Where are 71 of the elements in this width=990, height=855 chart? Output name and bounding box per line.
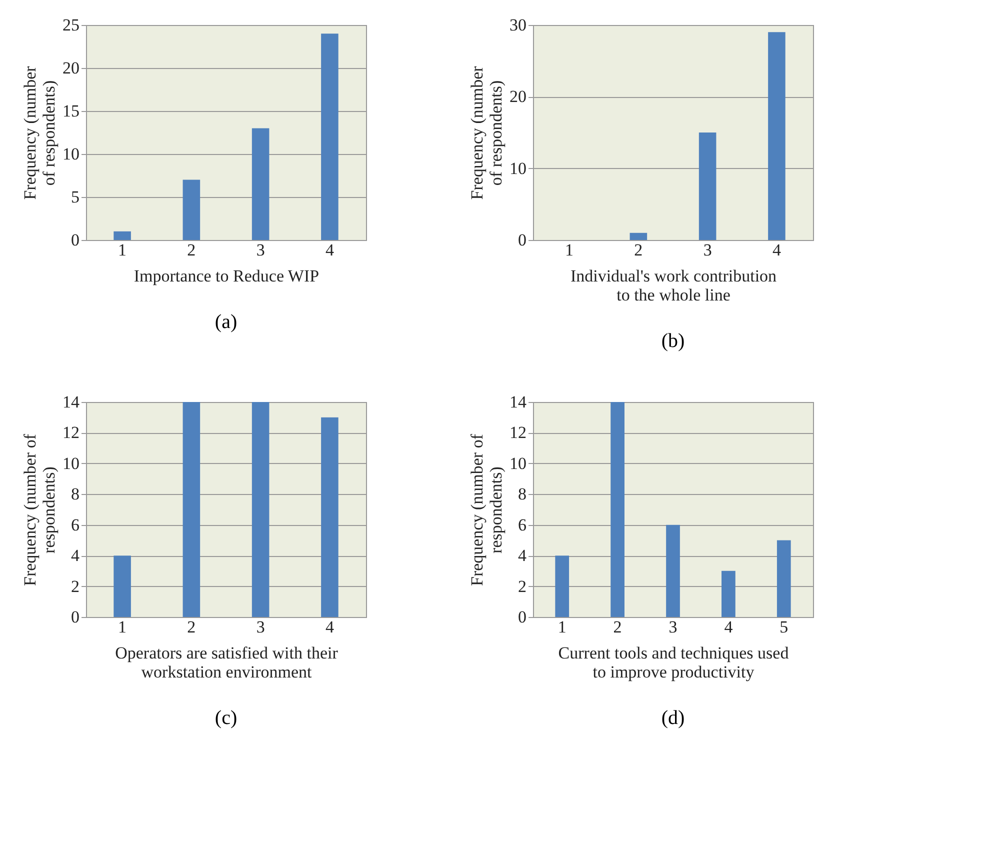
y-tick-label: 15	[62, 102, 80, 120]
y-tick-label: 30	[510, 16, 526, 34]
y-tick-label: 5	[71, 188, 80, 206]
x-tick-label: 2	[187, 618, 196, 636]
y-tick-label: 25	[62, 16, 80, 34]
x-axis-title: Importance to Reduce WIP	[134, 266, 320, 286]
x-tick-label: 4	[724, 618, 734, 636]
x-tick-label: 4	[772, 240, 782, 260]
x-tick-label: 1	[118, 618, 127, 636]
bar	[182, 402, 200, 617]
y-tick-label: 0	[518, 230, 526, 250]
x-tick-label: 2	[187, 240, 196, 260]
y-tick-label: 0	[518, 608, 526, 626]
y-tick-label: 10	[62, 454, 80, 473]
bar	[114, 231, 131, 240]
bar	[114, 556, 131, 617]
y-tick-label: 14	[510, 392, 527, 412]
x-tick-label: 1	[118, 240, 127, 260]
bar	[610, 402, 624, 617]
y-tick-label: 4	[518, 546, 527, 566]
x-axis-title: Current tools and techniques used to improve productivity	[558, 644, 790, 682]
text: (c)	[214, 707, 238, 729]
x-tick-label: 2	[613, 618, 622, 636]
y-tick-label: 20	[510, 87, 526, 106]
x-tick-label: 1	[565, 240, 574, 260]
y-tick-label: 10	[510, 454, 526, 473]
y-tick-label: 14	[62, 392, 80, 412]
y-tick-label: 12	[62, 423, 80, 442]
x-tick-label: 1	[558, 618, 566, 636]
x-axis-title: Operators are satisfied with their workstation environment	[115, 644, 338, 682]
y-tick-label: 12	[510, 423, 526, 442]
bar	[555, 556, 570, 617]
x-tick-label: 4	[325, 618, 334, 636]
y-tick-label: 20	[62, 58, 80, 78]
bar	[776, 540, 791, 617]
y-tick-label: 8	[71, 484, 80, 504]
text: (d)	[661, 707, 685, 729]
y-tick-label: 0	[71, 608, 80, 626]
bar	[182, 180, 200, 240]
bar	[252, 402, 270, 617]
x-tick-label: 4	[325, 240, 334, 260]
y-tick-label: 8	[518, 484, 526, 504]
text: (a)	[214, 311, 238, 333]
bar	[630, 232, 648, 240]
y-tick-label: 2	[71, 576, 80, 596]
x-axis-title: Individual's work contribution to the whole line	[570, 266, 778, 304]
bar	[666, 524, 680, 617]
y-tick-label: 0	[71, 230, 80, 250]
y-tick-label: 4	[71, 546, 80, 566]
bar	[768, 32, 786, 240]
y-axis-title: Frequency (number of respondents)	[20, 434, 58, 586]
x-tick-label: 3	[256, 240, 265, 260]
x-tick-label: 3	[256, 618, 265, 636]
x-tick-label: 3	[703, 240, 712, 260]
y-tick-label: 10	[62, 144, 80, 164]
y-axis-title: Frequency (number of respondents)	[20, 66, 58, 200]
y-tick-label: 2	[518, 576, 526, 596]
x-tick-label: 5	[780, 618, 788, 636]
bar	[698, 132, 716, 240]
bar	[252, 128, 270, 240]
y-tick-label: 6	[71, 515, 80, 534]
text: (b)	[661, 330, 685, 352]
y-tick-label: 10	[510, 158, 526, 178]
bar	[321, 34, 338, 240]
y-axis-title: Frequency (number of respondents)	[468, 66, 506, 200]
y-axis-title: Frequency (number of respondents)	[468, 434, 506, 586]
x-tick-label: 3	[668, 618, 678, 636]
x-tick-label: 2	[634, 240, 643, 260]
y-tick-label: 6	[518, 515, 526, 534]
bar	[722, 570, 736, 617]
bar	[321, 417, 338, 617]
